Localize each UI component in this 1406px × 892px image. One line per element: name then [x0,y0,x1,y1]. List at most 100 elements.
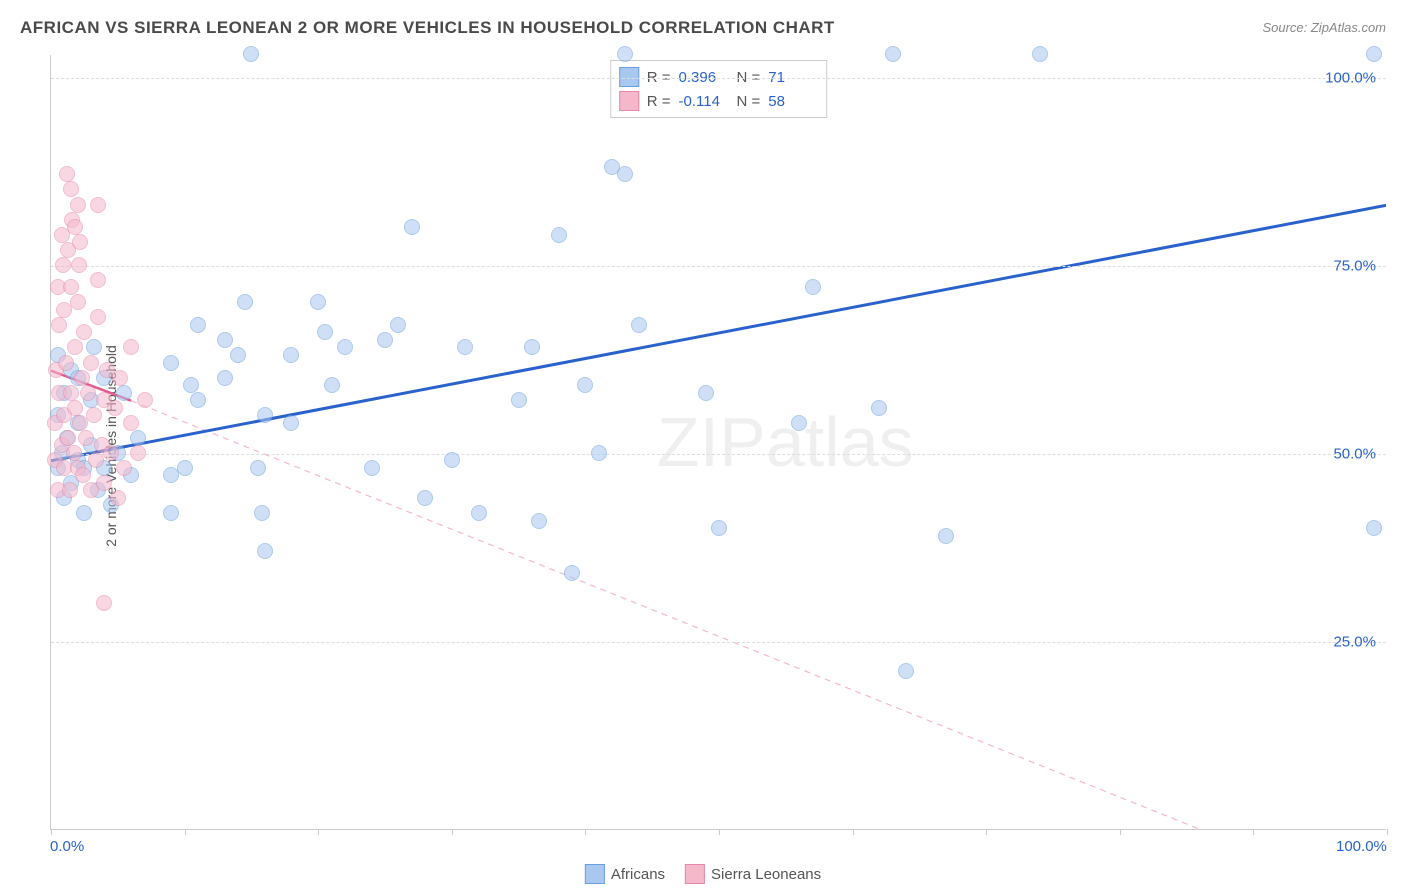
gridline [51,266,1386,267]
scatter-point [70,294,86,310]
scatter-point [237,294,253,310]
legend-item: Sierra Leoneans [685,864,821,884]
scatter-point [90,197,106,213]
stat-n-value: 58 [768,93,818,110]
scatter-point [96,475,112,491]
x-tick-label: 100.0% [1336,838,1387,855]
scatter-point [60,430,76,446]
scatter-point [938,528,954,544]
scatter-point [58,355,74,371]
scatter-point [324,377,340,393]
scatter-point [137,392,153,408]
scatter-point [1032,46,1048,62]
scatter-point [564,565,580,581]
scatter-point [283,415,299,431]
scatter-point [805,279,821,295]
scatter-point [898,663,914,679]
scatter-point [511,392,527,408]
scatter-point [72,234,88,250]
scatter-point [417,490,433,506]
scatter-point [59,166,75,182]
scatter-point [243,46,259,62]
scatter-point [74,370,90,386]
x-tick [1253,829,1254,835]
scatter-point [103,445,119,461]
scatter-point [524,339,540,355]
scatter-point [86,407,102,423]
scatter-point [310,294,326,310]
scatter-point [230,347,246,363]
scatter-point [63,279,79,295]
scatter-point [254,505,270,521]
scatter-point [71,257,87,273]
scatter-point [130,445,146,461]
scatter-point [257,543,273,559]
chart-title: AFRICAN VS SIERRA LEONEAN 2 OR MORE VEHI… [20,18,835,38]
scatter-point [591,445,607,461]
x-tick [853,829,854,835]
scatter-point [457,339,473,355]
scatter-point [63,385,79,401]
x-tick [318,829,319,835]
source-attribution: Source: ZipAtlas.com [1262,20,1386,35]
gridline [51,78,1386,79]
scatter-point [190,392,206,408]
legend-label: Africans [611,866,665,883]
scatter-point [577,377,593,393]
stat-r-label: R = [647,93,671,110]
scatter-point [116,460,132,476]
scatter-point [51,317,67,333]
scatter-point [217,370,233,386]
scatter-point [66,445,82,461]
scatter-point [885,46,901,62]
scatter-point [551,227,567,243]
scatter-point [163,355,179,371]
y-tick-label: 50.0% [1333,445,1376,462]
scatter-point [190,317,206,333]
scatter-point [471,505,487,521]
x-tick [51,829,52,835]
scatter-point [90,272,106,288]
scatter-point [250,460,266,476]
scatter-point [177,460,193,476]
series-swatch [619,91,639,111]
scatter-point [217,332,233,348]
scatter-point [112,370,128,386]
scatter-point [711,520,727,536]
scatter-point [257,407,273,423]
scatter-point [871,400,887,416]
x-tick [185,829,186,835]
scatter-point [86,339,102,355]
scatter-point [390,317,406,333]
x-tick [452,829,453,835]
x-tick [986,829,987,835]
x-tick [719,829,720,835]
stat-n-label: N = [737,93,761,110]
scatter-point [123,415,139,431]
x-tick-label: 0.0% [50,838,84,855]
scatter-point [80,385,96,401]
stats-row: R =-0.114N =58 [619,89,819,113]
legend-swatch [585,864,605,884]
scatter-point [1366,46,1382,62]
scatter-point [531,513,547,529]
scatter-point [1366,520,1382,536]
scatter-point [337,339,353,355]
x-tick [1387,829,1388,835]
y-tick-label: 25.0% [1333,633,1376,650]
scatter-point [163,505,179,521]
scatter-point [76,324,92,340]
scatter-point [55,257,71,273]
scatter-point [317,324,333,340]
scatter-point [67,339,83,355]
scatter-point [123,339,139,355]
scatter-point [183,377,199,393]
scatter-point [377,332,393,348]
scatter-point [698,385,714,401]
gridline [51,454,1386,455]
trend-lines-layer [51,55,1386,829]
gridline [51,642,1386,643]
scatter-point [364,460,380,476]
y-tick-label: 75.0% [1333,257,1376,274]
scatter-point [70,197,86,213]
